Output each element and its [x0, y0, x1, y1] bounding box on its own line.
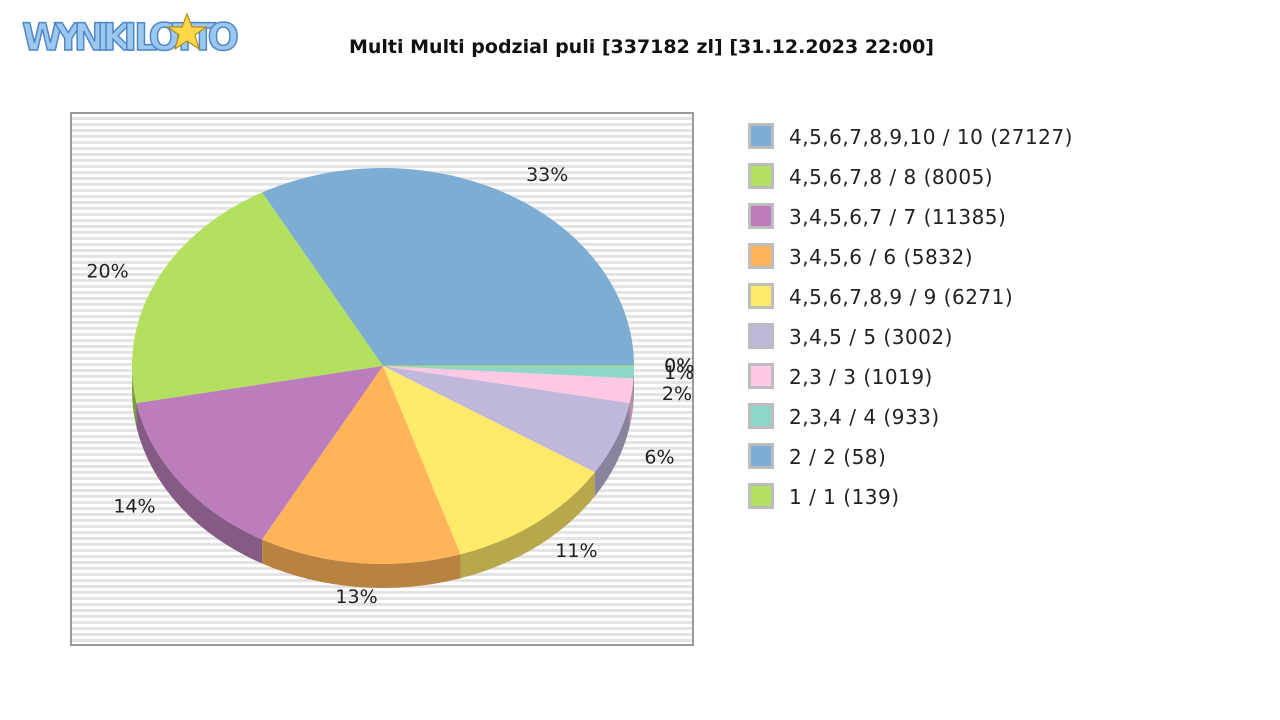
- pie-slice-7: [383, 366, 634, 379]
- pie-label-2: 14%: [113, 495, 155, 517]
- pie-label-4: 11%: [555, 540, 597, 562]
- legend-label: 1 / 1 (139): [789, 485, 900, 509]
- legend-label: 3,4,5,6,7 / 7 (11385): [789, 205, 1007, 229]
- pie-slice-6: [383, 366, 634, 404]
- legend-swatch: [748, 203, 774, 229]
- pie-label-5: 6%: [644, 447, 674, 469]
- pie-slice-3: [262, 366, 461, 564]
- pie-slice-0: [262, 167, 634, 366]
- legend-swatch: [748, 243, 774, 269]
- pie-slice-side-4: [460, 472, 595, 579]
- pie-slice-1: [131, 192, 383, 404]
- legend-swatch: [748, 443, 774, 469]
- pie-slice-side-6: [629, 378, 634, 428]
- pie-label-3: 13%: [335, 586, 377, 608]
- pie-slice-5: [383, 366, 630, 473]
- pie-label-0: 33%: [526, 164, 568, 186]
- pie-label-8: 0%: [664, 355, 694, 377]
- legend-label: 2 / 2 (58): [789, 445, 887, 469]
- pie-slice-side-5: [594, 403, 630, 497]
- legend-label: 2,3,4 / 4 (933): [789, 405, 940, 429]
- legend-swatch: [748, 363, 774, 389]
- pie-label-1: 20%: [86, 261, 128, 283]
- legend-label: 4,5,6,7,8,9 / 9 (6271): [789, 285, 1014, 309]
- legend-label: 4,5,6,7,8,9,10 / 10 (27127): [789, 125, 1073, 149]
- pie-slice-side-3: [262, 539, 461, 588]
- legend-swatch: [748, 123, 774, 149]
- legend-swatch: [748, 403, 774, 429]
- legend-swatch: [748, 323, 774, 349]
- chart-title: Multi Multi podzial puli [337182 zl] [31…: [348, 36, 934, 58]
- wyniki-lotto-logo: WYNIKI LOTTO: [18, 8, 244, 62]
- pie-slice-side-2: [136, 403, 263, 564]
- logo-star-icon: [166, 12, 208, 51]
- logo-text: WYNIKI LOTTO: [22, 16, 240, 58]
- legend-swatch: [748, 483, 774, 509]
- legend-label: 3,4,5,6 / 6 (5832): [789, 245, 974, 269]
- legend-swatch: [748, 283, 774, 309]
- legend-swatch: [748, 163, 774, 189]
- pie-label-6: 2%: [662, 383, 692, 405]
- legend-label: 2,3 / 3 (1019): [789, 365, 933, 389]
- pie-slice-side-1: [132, 366, 137, 428]
- legend-label: 4,5,6,7,8 / 8 (8005): [789, 165, 994, 189]
- pie-slice-4: [383, 366, 595, 555]
- pie-label-9: 0%: [664, 355, 694, 377]
- legend-label: 3,4,5 / 5 (3002): [789, 325, 953, 349]
- pie-slice-2: [136, 366, 383, 540]
- pie-label-7: 1%: [664, 362, 694, 384]
